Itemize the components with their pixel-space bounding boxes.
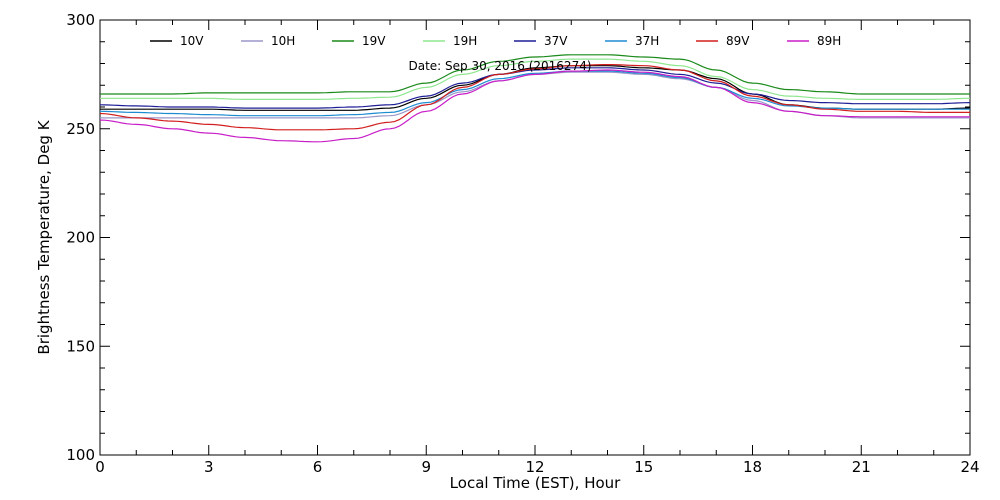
series-line-10h <box>100 71 970 119</box>
series-line-89h <box>99 69 970 143</box>
legend-label-10v: 10V <box>180 34 204 48</box>
legend-label-37h: 37H <box>635 34 659 48</box>
x-tick-label: 9 <box>421 458 431 476</box>
series-lines <box>99 54 971 143</box>
y-tick-label: 100 <box>66 446 95 464</box>
legend-label-19v: 19V <box>362 34 386 48</box>
x-tick-label: 3 <box>204 458 214 476</box>
y-tick-label: 250 <box>66 120 95 138</box>
x-tick-label: 15 <box>634 458 653 476</box>
x-tick-label: 12 <box>525 458 544 476</box>
series-line-37v <box>99 67 971 109</box>
x-tick-label: 21 <box>852 458 871 476</box>
axis-tick-labels: 0 3 6 9 12 15 18 21 24 100 150 200 250 300 <box>66 11 979 476</box>
legend-label-89h: 89H <box>817 34 841 48</box>
series-line-37h <box>99 70 970 117</box>
x-tick-label: 18 <box>743 458 762 476</box>
chart-annotation: Date: Sep 30, 2016 (2016274) <box>408 59 591 73</box>
x-tick-label: 24 <box>960 458 979 476</box>
x-tick-label: 0 <box>95 458 105 476</box>
legend: 10V 10H 19V 19H 37V 37H 89V 89H <box>150 34 841 48</box>
y-tick-label: 150 <box>66 337 95 355</box>
series-line-19v <box>100 54 970 95</box>
legend-label-89v: 89V <box>726 34 750 48</box>
legend-label-10h: 10H <box>271 34 295 48</box>
y-tick-label: 200 <box>66 229 95 247</box>
y-axis-title: Brightness Temperature, Deg K <box>35 119 53 354</box>
x-axis-title: Local Time (EST), Hour <box>450 474 621 492</box>
y-tick-label: 300 <box>66 11 95 29</box>
legend-label-19h: 19H <box>453 34 477 48</box>
legend-label-37v: 37V <box>544 34 568 48</box>
x-tick-label: 6 <box>313 458 323 476</box>
series-line-19h <box>100 58 970 101</box>
plot-frame <box>99 19 971 456</box>
axis-ticks <box>99 19 971 456</box>
series-line-89v <box>99 63 970 131</box>
